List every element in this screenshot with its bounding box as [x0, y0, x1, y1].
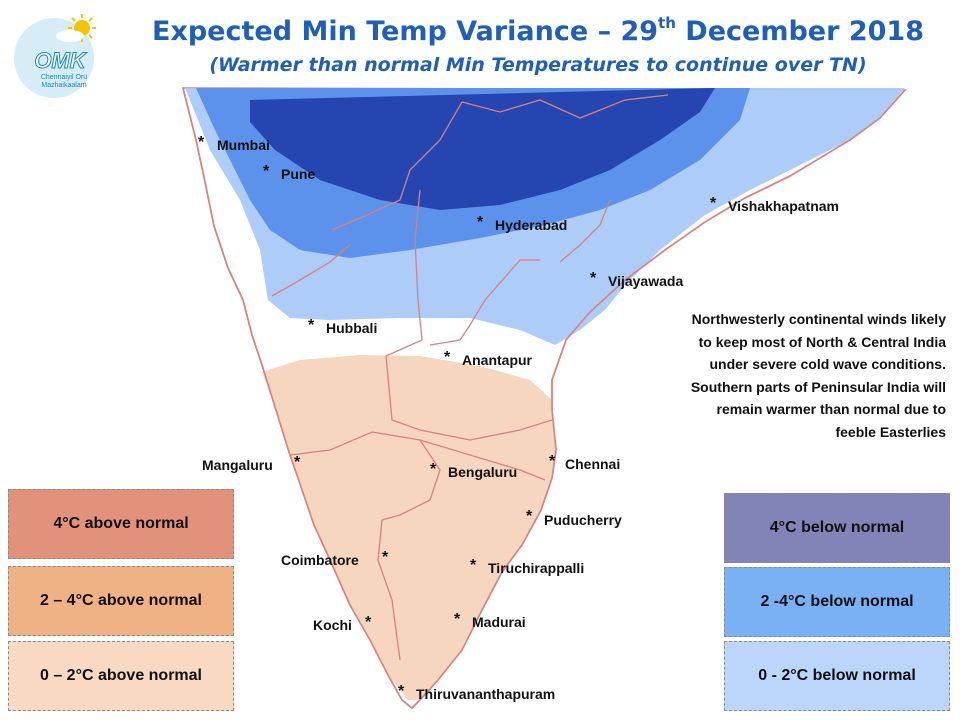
- city-label: Mumbai: [217, 137, 270, 153]
- note-line: to keep most of North & Central India: [698, 333, 946, 350]
- city-label: Kochi: [313, 617, 352, 633]
- city-label: Thiruvananthapuram: [416, 686, 556, 702]
- logo-caption-1: Chennaiyil Oru: [41, 74, 87, 81]
- city-marker: *: [263, 163, 270, 180]
- state-boundary: [385, 189, 553, 441]
- zone-4-below: [250, 88, 715, 210]
- city-marker: *: [549, 453, 556, 470]
- state-boundary: [429, 259, 540, 346]
- legend-label: 0 - 2°C below normal: [758, 667, 916, 684]
- logo-text: OMK: [34, 48, 87, 73]
- city-marker: *: [365, 614, 372, 631]
- state-boundary: [271, 244, 351, 297]
- city-label: Vishakhapatnam: [728, 198, 840, 214]
- legend-cold-0-2: 0 - 2°C below normal: [724, 641, 950, 711]
- state-boundary: [419, 439, 546, 481]
- zone-0-2-above: [262, 355, 556, 700]
- city-marker: *: [294, 454, 301, 471]
- city-label: Vijayawada: [608, 273, 684, 289]
- city-marker: *: [398, 683, 405, 700]
- city-marker: *: [382, 549, 389, 566]
- city-label: Mangaluru: [202, 457, 273, 473]
- omk-logo: OMK Chennaiyil Oru Mazhaikaalam: [8, 8, 108, 108]
- city-marker: *: [590, 270, 597, 287]
- city-label: Coimbatore: [281, 552, 359, 568]
- state-boundary: [559, 199, 611, 263]
- city-label: Anantapur: [462, 352, 532, 368]
- city-marker: *: [526, 508, 533, 525]
- city-label: Pune: [281, 166, 316, 182]
- city-label: Tiruchirappalli: [488, 560, 585, 576]
- legend-label: 2 – 4°C above normal: [39, 592, 202, 609]
- legend-cold-2-4: 2 -4°C below normal: [724, 567, 950, 637]
- page-subtitle: (Warmer than normal Min Temperatures to …: [209, 54, 867, 76]
- city-marker: *: [308, 317, 315, 334]
- city-label: Madurai: [472, 614, 526, 630]
- city-marker: *: [470, 557, 477, 574]
- legend-label: 0 – 2°C above normal: [39, 667, 202, 684]
- note-line: feeble Easterlies: [835, 423, 946, 440]
- city-marker: *: [454, 611, 461, 628]
- page-title: Expected Min Temp Variance – 29th Decemb…: [152, 14, 924, 47]
- legend-warm-2-4: 2 – 4°C above normal: [8, 566, 234, 636]
- city-label: Hubbali: [326, 320, 378, 336]
- legend-label: 4°C above normal: [53, 515, 189, 532]
- city-marker: *: [430, 461, 437, 478]
- state-boundary: [289, 431, 441, 661]
- city-marker: *: [198, 134, 205, 151]
- legend-warm-4: 4°C above normal: [8, 489, 234, 559]
- legend-warm-0-2: 0 – 2°C above normal: [8, 641, 234, 711]
- legend-label: 2 -4°C below normal: [760, 593, 914, 610]
- legend-cold-4: 4°C below normal: [724, 493, 950, 563]
- legend-label: 4°C below normal: [769, 519, 905, 536]
- city-label: Hyderabad: [495, 217, 568, 233]
- logo-caption-2: Mazhaikaalam: [41, 82, 86, 89]
- note-line: under severe cold wave conditions.: [709, 356, 946, 372]
- city-marker: *: [477, 214, 484, 231]
- city-label: Bengaluru: [448, 464, 518, 480]
- note-line: remain warmer than normal due to: [716, 401, 947, 417]
- state-boundary: [331, 94, 669, 231]
- city-label: Puducherry: [544, 512, 622, 528]
- forecast-note: Northwesterly continental winds likely t…: [630, 308, 946, 443]
- city-marker: *: [710, 195, 717, 212]
- city-label: Chennai: [565, 456, 621, 472]
- city-marker: *: [444, 349, 451, 366]
- note-line: Southern parts of Peninsular India will: [690, 378, 946, 395]
- note-line: Northwesterly continental winds likely: [691, 311, 946, 327]
